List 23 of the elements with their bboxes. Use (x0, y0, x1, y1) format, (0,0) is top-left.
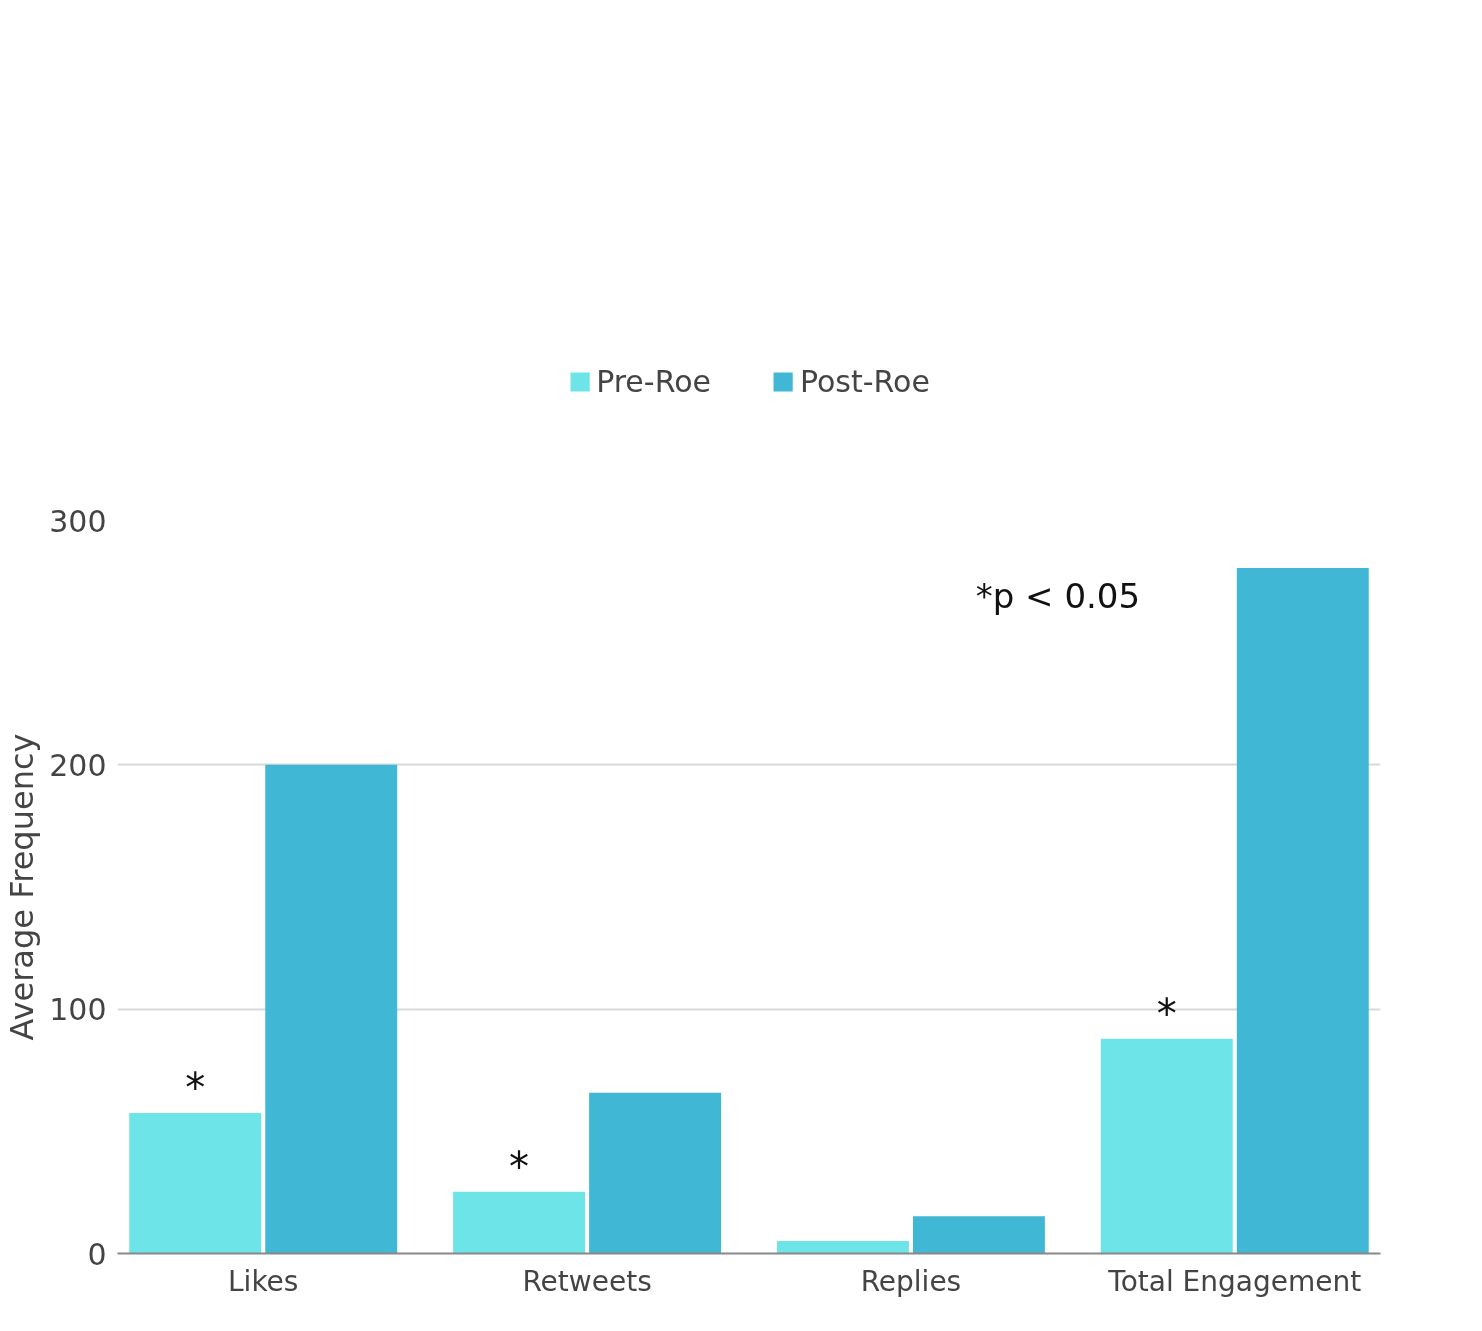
annotation: * (509, 1143, 530, 1190)
y-tick-label: 200 (49, 747, 107, 783)
y-axis-title: Average Frequency (3, 733, 42, 1041)
y-tick-label: 0 (87, 1236, 107, 1272)
x-tick-label: Retweets (522, 1264, 652, 1298)
bar (776, 1241, 909, 1254)
annotation: *p < 0.05 (975, 575, 1141, 616)
bar (1236, 567, 1369, 1254)
bar (912, 1216, 1045, 1254)
x-tick-label: Replies (860, 1264, 962, 1298)
y-tick-label: 300 (49, 503, 107, 539)
annotation: * (1156, 990, 1177, 1037)
bar (129, 1113, 262, 1254)
bar (453, 1191, 586, 1254)
x-tick-label: Total Engagement (1107, 1264, 1362, 1298)
bar (265, 764, 398, 1254)
x-tick-label: Likes (228, 1264, 299, 1298)
annotation: * (185, 1065, 206, 1112)
y-tick-label: 100 (49, 992, 107, 1028)
legend-label: Pre-Roe (596, 363, 711, 399)
legend-label: Post-Roe (799, 363, 930, 399)
bar (589, 1092, 722, 1254)
bar (1100, 1038, 1233, 1254)
